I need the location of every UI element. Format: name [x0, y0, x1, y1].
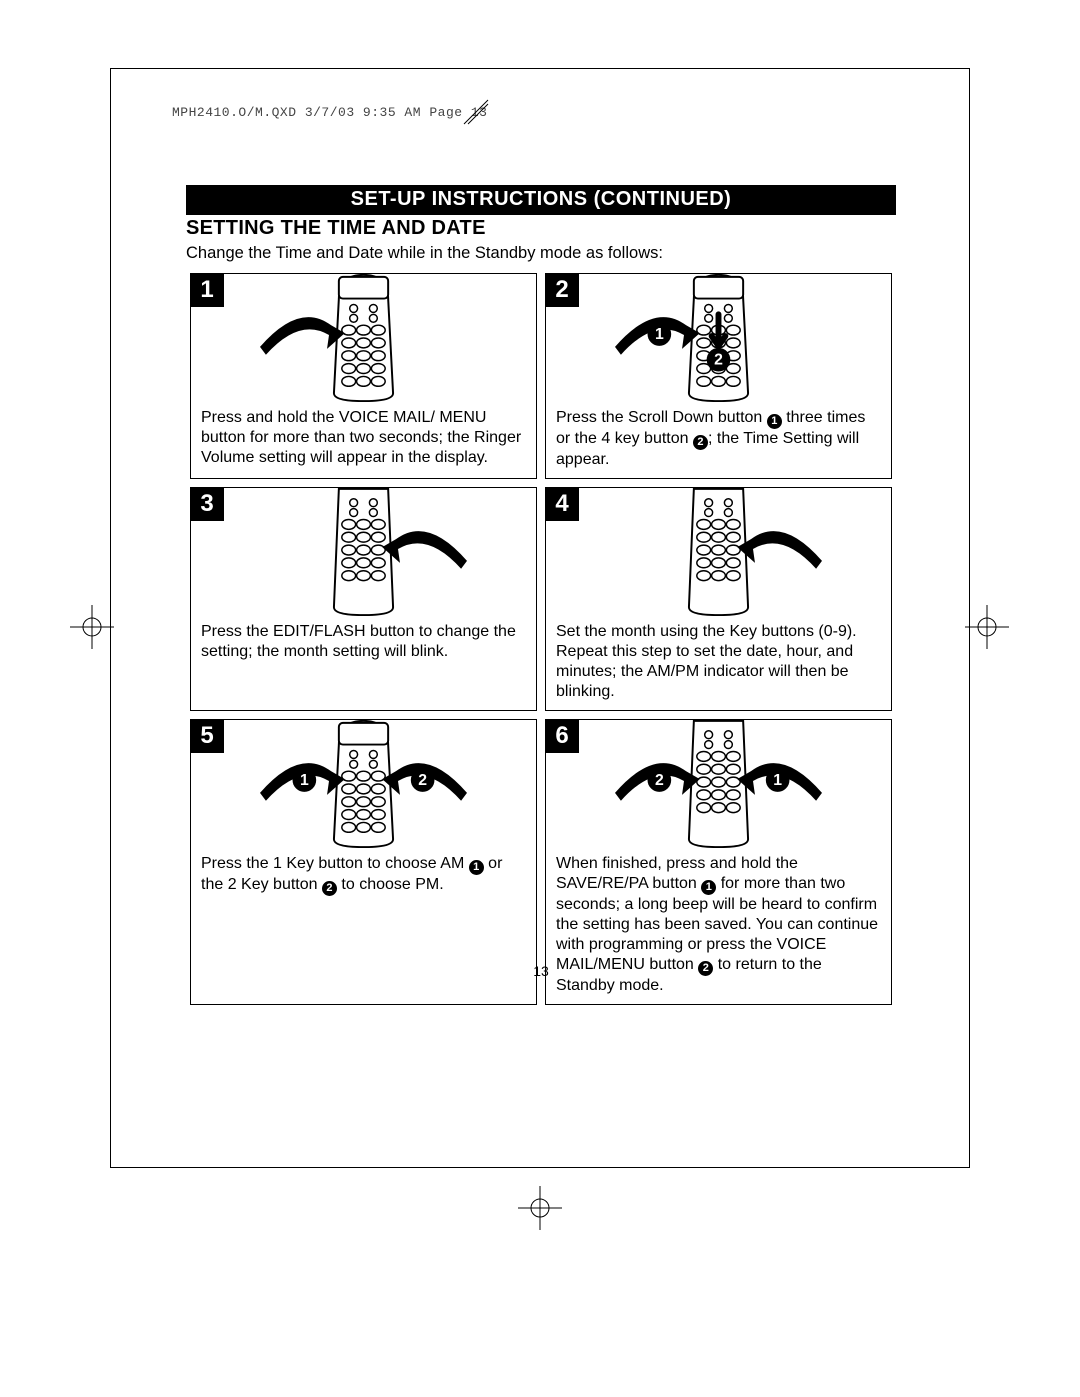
content-area: SET-UP INSTRUCTIONS (CONTINUED) SETTING …: [186, 185, 896, 1009]
step-number: 5: [190, 719, 224, 753]
svg-text:1: 1: [773, 772, 782, 789]
step-2: 2 1 2 Press the Scroll Down button 1 thr…: [545, 273, 892, 479]
svg-text:2: 2: [418, 772, 427, 789]
section-banner: SET-UP INSTRUCTIONS (CONTINUED): [186, 185, 896, 215]
section-subheading: SETTING THE TIME AND DATE: [186, 217, 896, 240]
trim-mark-diagonal: [462, 98, 490, 126]
step-illustration: 2 1: [546, 720, 891, 848]
step-number: 4: [545, 487, 579, 521]
registration-mark-bottom: [518, 1186, 562, 1230]
print-meta-line: MPH2410.O/M.QXD 3/7/03 9:35 AM Page 13: [172, 105, 487, 120]
step-4: 4 Set the month using the Key buttons (0…: [545, 487, 892, 711]
section-intro: Change the Time and Date while in the St…: [186, 244, 896, 263]
svg-text:1: 1: [655, 326, 664, 343]
step-1: 1 Press and hold the VOICE MAIL/ MENU bu…: [190, 273, 537, 479]
step-caption: Press the Scroll Down button 1 three tim…: [546, 402, 891, 478]
step-number: 3: [190, 487, 224, 521]
svg-text:2: 2: [714, 352, 723, 369]
steps-grid: 1 Press and hold the VOICE MAIL/ MENU bu…: [186, 269, 896, 1009]
step-number: 2: [545, 273, 579, 307]
registration-mark-right: [965, 605, 1009, 649]
svg-text:1: 1: [300, 772, 309, 789]
step-number: 6: [545, 719, 579, 753]
step-3: 3 Press the EDIT/FLASH button to change …: [190, 487, 537, 711]
step-illustration: 1 2: [191, 720, 536, 848]
step-illustration: [191, 274, 536, 402]
step-caption: When finished, press and hold the SAVE/R…: [546, 848, 891, 1004]
step-illustration: [546, 488, 891, 616]
step-illustration: 1 2: [546, 274, 891, 402]
step-caption: Press the 1 Key button to choose AM 1 or…: [191, 848, 536, 904]
svg-text:2: 2: [655, 772, 664, 789]
step-number: 1: [190, 273, 224, 307]
step-caption: Press the EDIT/FLASH button to change th…: [191, 616, 536, 670]
step-illustration: [191, 488, 536, 616]
registration-mark-left: [70, 605, 114, 649]
page-number: 13: [186, 963, 896, 979]
step-caption: Set the month using the Key buttons (0-9…: [546, 616, 891, 710]
step-caption: Press and hold the VOICE MAIL/ MENU butt…: [191, 402, 536, 476]
